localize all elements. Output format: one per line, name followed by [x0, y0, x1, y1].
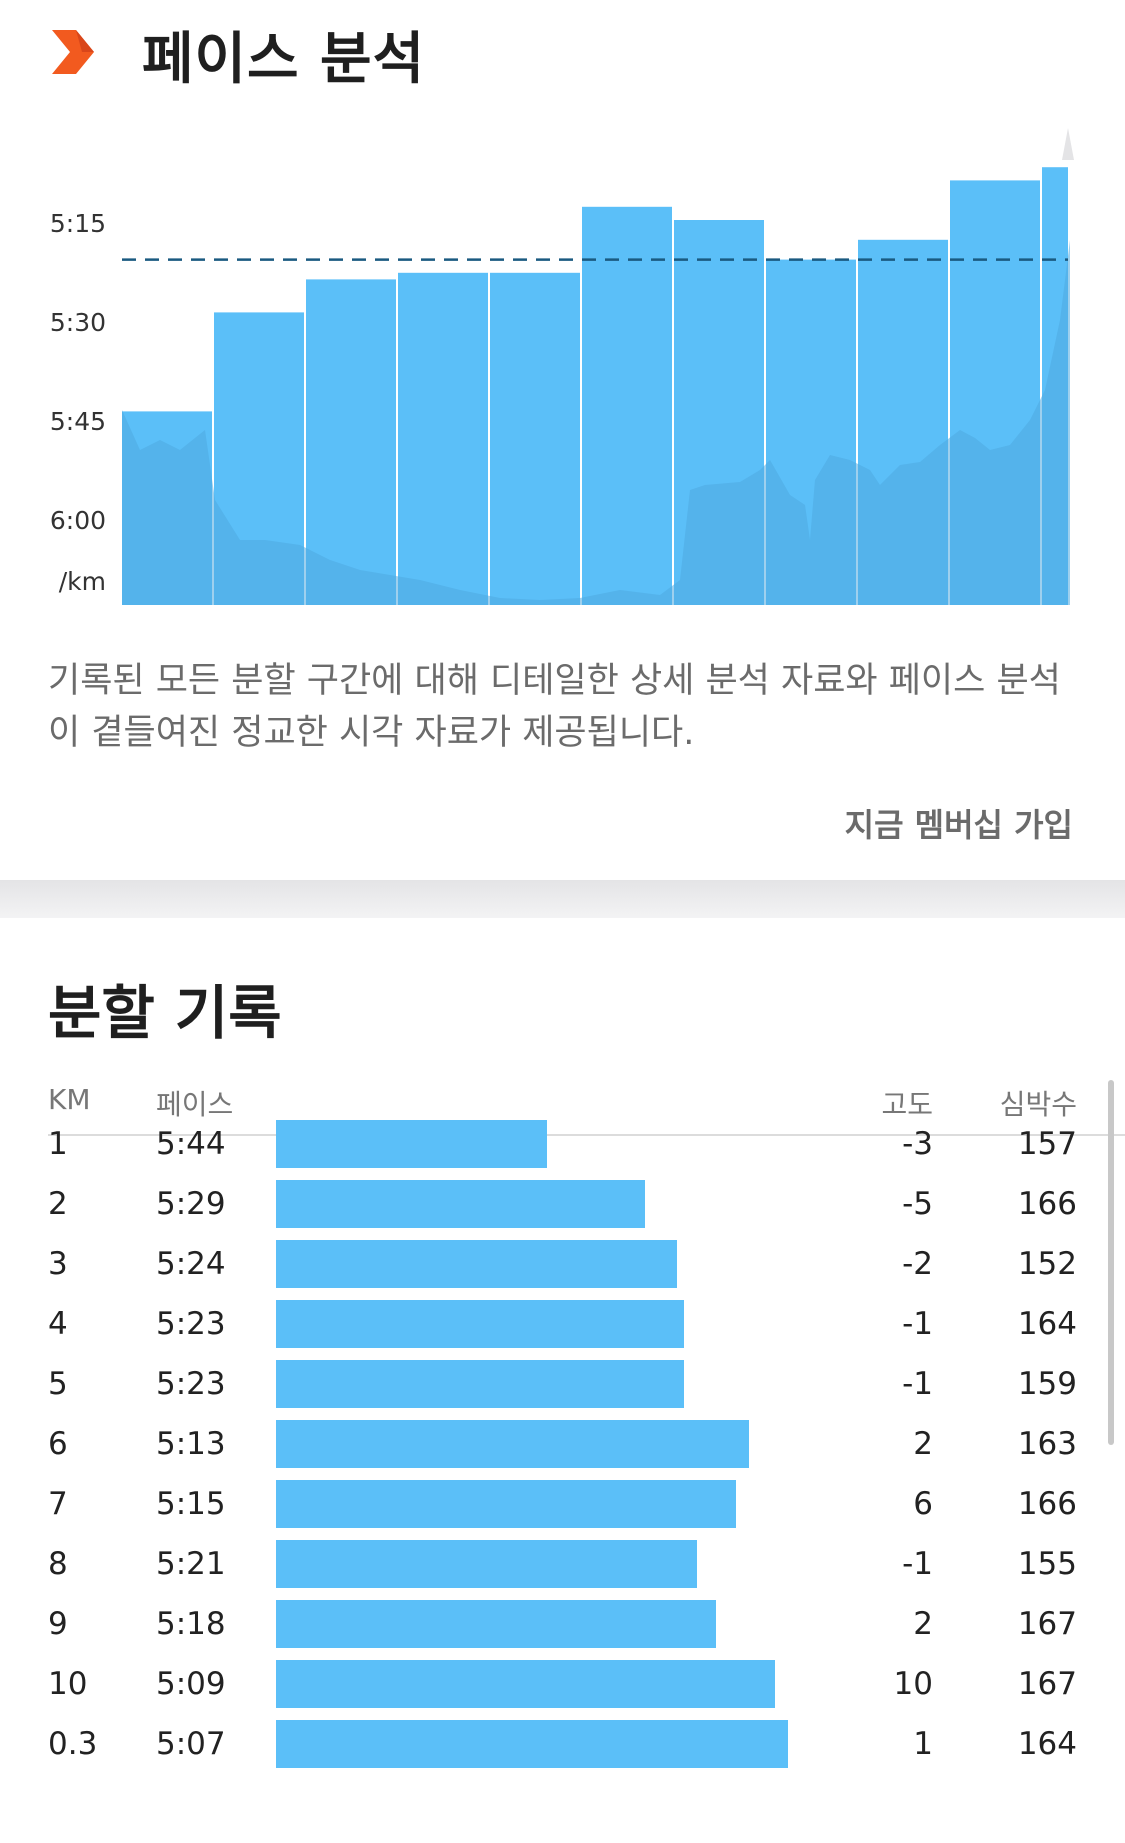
split-heart-rate: 166 — [1017, 1486, 1077, 1522]
split-pace-bar — [276, 1660, 775, 1708]
split-pace-bar — [276, 1300, 684, 1348]
split-pace-bar — [276, 1720, 788, 1768]
split-elevation: -1 — [902, 1366, 933, 1402]
split-elevation: 10 — [893, 1666, 933, 1702]
scrollbar[interactable] — [1108, 1080, 1114, 1445]
split-km: 6 — [48, 1426, 68, 1462]
split-heart-rate: 166 — [1017, 1186, 1077, 1222]
y-tick-label: 5:15 — [50, 209, 106, 238]
split-km: 0.3 — [48, 1726, 98, 1762]
split-pace: 5:44 — [156, 1126, 226, 1162]
split-pace-bar — [276, 1420, 749, 1468]
page-title: 페이스 분석 — [142, 27, 426, 92]
split-pace: 5:23 — [156, 1306, 226, 1342]
split-heart-rate: 164 — [1017, 1306, 1077, 1342]
split-km: 3 — [48, 1246, 68, 1282]
split-elevation: -1 — [902, 1306, 933, 1342]
pace-analysis-header: 페이스 분석 — [0, 0, 1125, 110]
profile-tip — [1062, 128, 1074, 160]
y-unit-label: /km — [59, 567, 106, 596]
split-pace: 5:18 — [156, 1606, 226, 1642]
table-row[interactable]: 4 5:23 -1 164 — [0, 1294, 1125, 1354]
table-row[interactable]: 6 5:13 2 163 — [0, 1414, 1125, 1474]
split-pace: 5:24 — [156, 1246, 226, 1282]
splits-section: 분할 기록 KM 페이스 고도 심박수 1 5:44 -3 157 2 5:29 -5 166… — [0, 918, 1125, 1843]
orange-chevron-icon — [52, 30, 94, 74]
table-row[interactable]: 7 5:15 6 166 — [0, 1474, 1125, 1534]
y-tick-label: 5:45 — [50, 407, 106, 436]
split-heart-rate: 155 — [1017, 1546, 1077, 1582]
elevation-area — [122, 180, 1070, 605]
split-elevation: 2 — [913, 1606, 933, 1642]
col-header-pace: 페이스 — [156, 1088, 234, 1121]
col-header-elevation: 고도 — [881, 1088, 933, 1121]
split-elevation: 6 — [913, 1486, 933, 1522]
header-divider — [48, 1134, 1125, 1136]
split-km: 5 — [48, 1366, 68, 1402]
split-pace-bar — [276, 1480, 736, 1528]
split-pace-bar — [276, 1540, 697, 1588]
col-header-heart-rate: 심박수 — [999, 1088, 1077, 1121]
split-pace-bar — [276, 1120, 547, 1168]
split-pace: 5:15 — [156, 1486, 226, 1522]
split-elevation: -3 — [902, 1126, 933, 1162]
split-heart-rate: 167 — [1017, 1666, 1077, 1702]
join-membership-link[interactable]: 지금 멤버십 가입 — [844, 806, 1073, 844]
pace-bar — [582, 206, 672, 606]
split-heart-rate: 163 — [1017, 1426, 1077, 1462]
split-elevation: -5 — [902, 1186, 933, 1222]
split-elevation: 2 — [913, 1426, 933, 1462]
pace-bar — [306, 279, 396, 605]
y-tick-label: 6:00 — [50, 506, 106, 535]
split-heart-rate: 164 — [1017, 1726, 1077, 1762]
pace-bar — [490, 272, 580, 605]
split-pace-bar — [276, 1600, 717, 1648]
split-km: 9 — [48, 1606, 68, 1642]
split-pace: 5:07 — [156, 1726, 226, 1762]
split-km: 8 — [48, 1546, 68, 1582]
y-axis: 5:15 5:30 5:45 6:00/km — [50, 209, 106, 596]
split-elevation: -1 — [902, 1546, 933, 1582]
col-header-km: KM — [48, 1083, 91, 1116]
split-pace: 5:23 — [156, 1366, 226, 1402]
split-heart-rate: 159 — [1017, 1366, 1077, 1402]
table-row[interactable]: 8 5:21 -1 155 — [0, 1534, 1125, 1594]
y-tick-label: 5:30 — [50, 308, 106, 337]
table-row[interactable]: 2 5:29 -5 166 — [0, 1174, 1125, 1234]
table-row[interactable]: 9 5:18 2 167 — [0, 1594, 1125, 1654]
split-pace: 5:21 — [156, 1546, 226, 1582]
table-row[interactable]: 3 5:24 -2 152 — [0, 1234, 1125, 1294]
pace-bar-chart: 5:15 5:30 5:45 6:00/km — [50, 128, 1074, 606]
split-pace-bar — [276, 1240, 678, 1288]
split-pace: 5:13 — [156, 1426, 226, 1462]
split-pace-bar — [276, 1180, 645, 1228]
split-heart-rate: 157 — [1017, 1126, 1077, 1162]
split-km: 4 — [48, 1306, 68, 1342]
split-heart-rate: 152 — [1017, 1246, 1077, 1282]
table-row[interactable]: 5 5:23 -1 159 — [0, 1354, 1125, 1414]
split-pace: 5:09 — [156, 1666, 226, 1702]
table-row[interactable]: 10 5:09 10 167 — [0, 1654, 1125, 1714]
split-elevation: 1 — [913, 1726, 933, 1762]
pace-analysis-section: 페이스 분석 5:15 5:30 5:45 6:00/km 기록된 모든 분할 구간에… — [0, 0, 1125, 880]
split-km: 10 — [48, 1666, 88, 1702]
split-km: 2 — [48, 1186, 68, 1222]
table-row[interactable]: 1 5:44 -3 157 — [0, 1114, 1125, 1174]
split-elevation: -2 — [902, 1246, 933, 1282]
pace-bar — [398, 272, 488, 605]
split-pace-bar — [276, 1360, 684, 1408]
table-row[interactable]: 0.3 5:07 1 164 — [0, 1714, 1125, 1774]
splits-title: 분할 기록 — [48, 979, 282, 1047]
split-km: 1 — [48, 1126, 68, 1162]
split-heart-rate: 167 — [1017, 1606, 1077, 1642]
pace-description: 기록된 모든 분할 구간에 대해 디테일한 상세 분석 자료와 페이스 분석이 … — [48, 661, 1061, 753]
section-divider — [0, 880, 1125, 918]
split-pace: 5:29 — [156, 1186, 226, 1222]
split-km: 7 — [48, 1486, 68, 1522]
